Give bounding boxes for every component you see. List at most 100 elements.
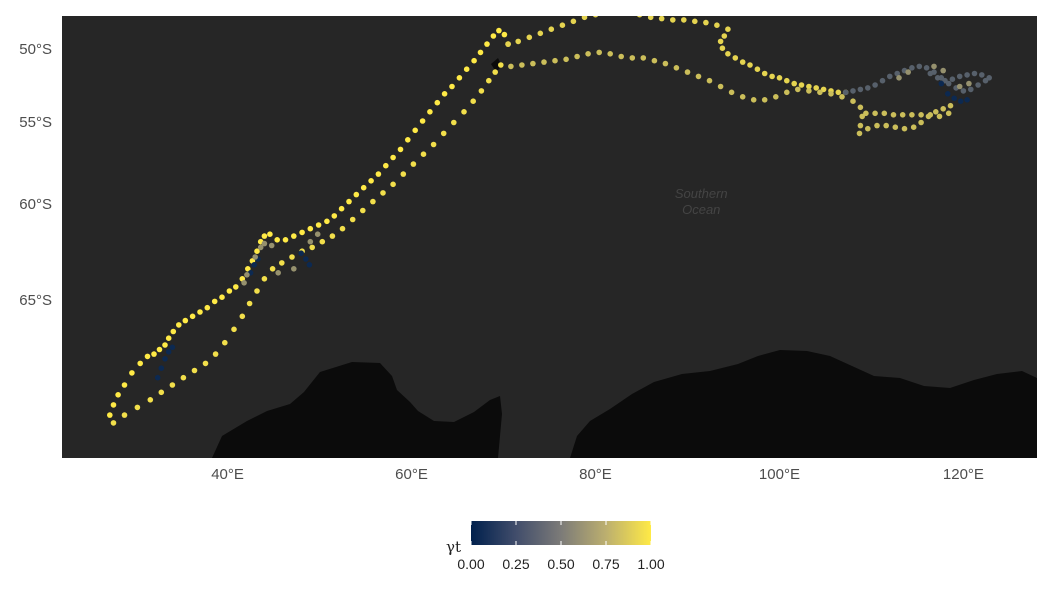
track-point	[879, 77, 886, 84]
track-point	[865, 85, 871, 91]
ocean-label-line: Southern	[675, 186, 728, 201]
track-point	[427, 109, 433, 115]
track-point	[883, 122, 889, 129]
legend-tick-label: 0.00	[457, 556, 485, 572]
track-point	[574, 53, 580, 60]
track-point	[400, 171, 407, 177]
track-point	[306, 262, 313, 268]
track-point	[307, 238, 314, 245]
track-point	[817, 89, 823, 96]
x-axis-label: 40°E	[211, 466, 244, 483]
track-point	[850, 98, 856, 104]
track-point	[180, 374, 187, 381]
track-point	[420, 151, 427, 157]
track-point	[134, 404, 141, 411]
track-point	[204, 304, 211, 311]
legend-tick-label: 0.75	[592, 556, 620, 572]
track-point	[717, 83, 724, 90]
track-point	[874, 122, 880, 129]
track-point	[872, 82, 878, 88]
track-point	[791, 80, 797, 87]
legend-title: γt	[446, 538, 461, 556]
track-point	[894, 70, 900, 77]
track-point	[498, 62, 504, 68]
track-point	[931, 63, 937, 70]
track-point	[419, 118, 426, 124]
track-point	[909, 65, 915, 71]
track-point	[739, 94, 746, 100]
track-point	[960, 88, 967, 94]
track-point	[927, 112, 934, 118]
track-point	[968, 86, 974, 93]
track-point	[739, 59, 746, 65]
track-point	[319, 238, 326, 245]
track-point	[219, 294, 225, 301]
track-point	[291, 233, 297, 239]
track-point	[231, 326, 237, 333]
track-point	[945, 91, 951, 97]
track-point	[806, 83, 812, 90]
track-point	[940, 106, 946, 112]
track-point	[176, 322, 182, 328]
track-point	[257, 244, 264, 251]
track-point	[964, 97, 970, 103]
track-point	[299, 229, 305, 236]
track-point	[784, 89, 790, 96]
track-point	[197, 309, 203, 315]
track-point	[162, 342, 168, 348]
track-point	[222, 339, 228, 346]
legend: γt 0.00 0.25 0.50 0.75 1.00	[446, 520, 676, 580]
track-point	[670, 17, 676, 23]
track-point	[951, 95, 957, 102]
track-point	[463, 66, 470, 72]
track-point	[165, 349, 172, 355]
track-point	[857, 122, 864, 129]
y-axis-label: 55°S	[19, 113, 52, 131]
track-point	[721, 33, 728, 39]
track-point	[910, 124, 917, 130]
track-point	[732, 55, 739, 61]
track-point	[918, 119, 924, 126]
track-point	[570, 18, 577, 25]
track-point	[412, 127, 419, 134]
track-point	[559, 22, 566, 28]
track-point	[769, 73, 775, 80]
track-point	[370, 198, 376, 205]
track-point	[441, 91, 448, 97]
track-point	[607, 51, 613, 57]
x-axis-label: 80°E	[579, 466, 612, 483]
track-point	[501, 31, 508, 38]
track-point	[859, 113, 865, 120]
track-points	[107, 6, 992, 426]
track-point	[563, 56, 569, 63]
track-point	[508, 63, 514, 70]
track-point	[505, 41, 511, 47]
track-point	[795, 86, 801, 93]
track-point	[165, 335, 172, 342]
track-point	[289, 254, 295, 260]
track-point	[440, 130, 447, 137]
map-panel[interactable]: Southern Ocean	[62, 6, 1037, 458]
track-point	[927, 70, 934, 77]
track-point	[957, 98, 964, 104]
track-point	[773, 94, 779, 100]
track-point	[282, 237, 289, 243]
track-point	[747, 62, 753, 68]
track-point	[254, 248, 260, 254]
track-point	[397, 146, 404, 153]
track-point	[307, 225, 314, 232]
track-point	[329, 233, 336, 239]
track-point	[154, 374, 161, 381]
track-point	[856, 130, 863, 137]
track-point	[115, 392, 121, 398]
track-point	[461, 109, 467, 115]
track-point	[714, 22, 720, 28]
track-point	[956, 83, 963, 90]
track-point	[905, 69, 911, 75]
track-point	[279, 260, 285, 266]
track-point	[162, 356, 168, 362]
track-point	[839, 94, 845, 100]
track-point	[261, 276, 268, 282]
